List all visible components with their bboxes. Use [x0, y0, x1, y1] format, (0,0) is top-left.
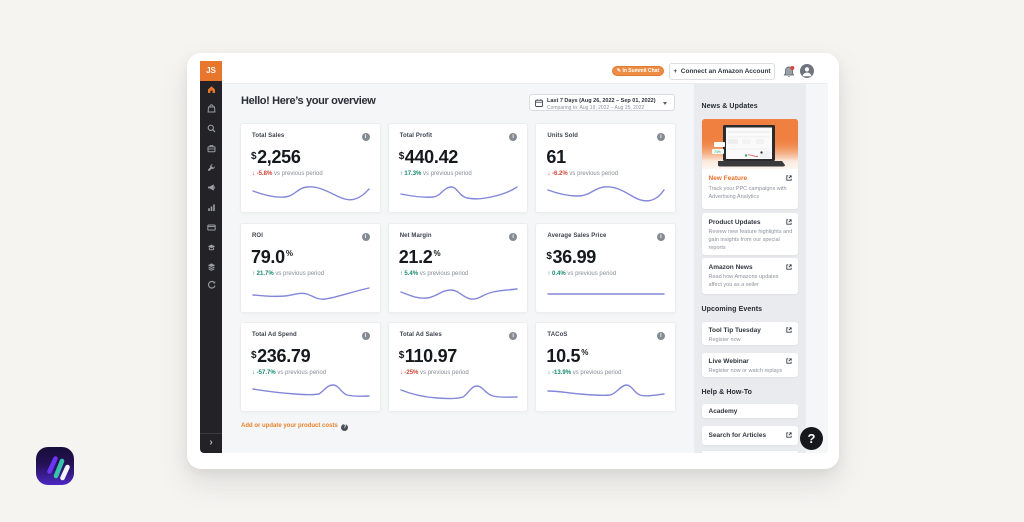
- svg-text:74%: 74%: [714, 150, 721, 154]
